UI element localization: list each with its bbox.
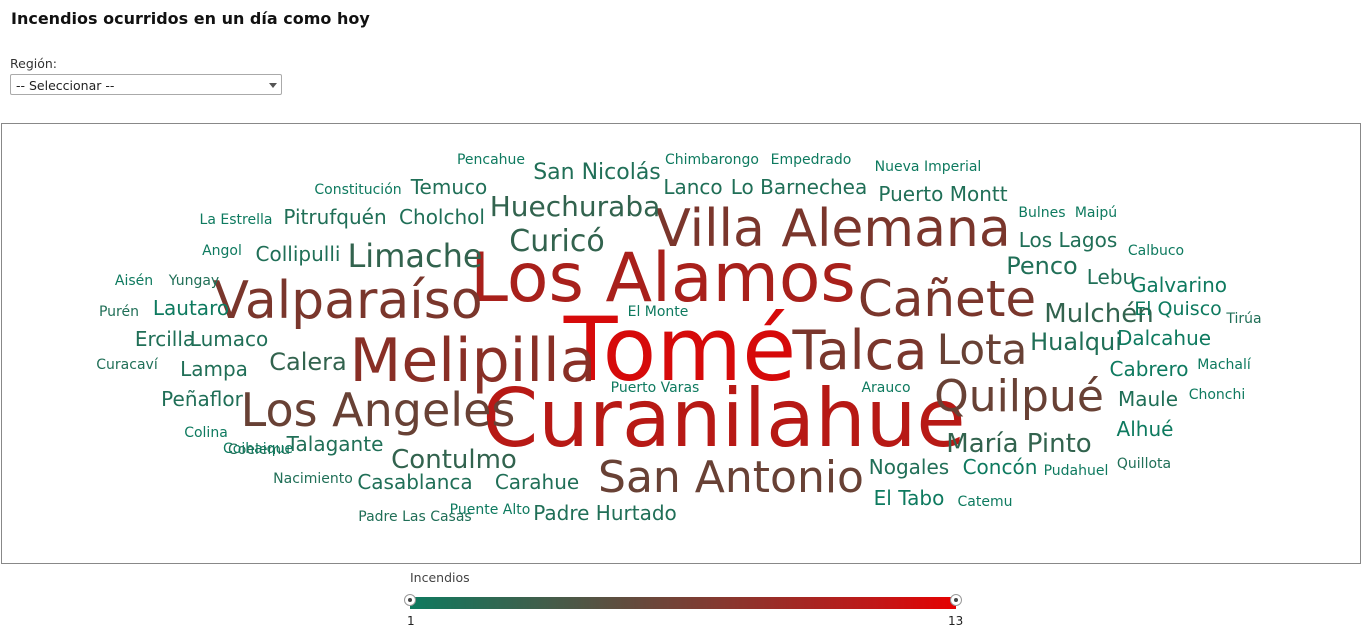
word-angol[interactable]: Angol	[202, 243, 242, 259]
legend-min-label: 1	[407, 614, 415, 628]
word-curicó[interactable]: Curicó	[509, 224, 604, 259]
word-lumaco[interactable]: Lumaco	[190, 327, 268, 351]
word-quillota[interactable]: Quillota	[1117, 456, 1171, 472]
chevron-down-icon	[269, 83, 277, 88]
word-puerto-varas[interactable]: Puerto Varas	[611, 380, 700, 396]
word-nacimiento[interactable]: Nacimiento	[273, 471, 353, 487]
word-constitución[interactable]: Constitución	[314, 182, 401, 198]
word-calera[interactable]: Calera	[269, 348, 346, 376]
word-maipú[interactable]: Maipú	[1075, 205, 1117, 221]
word-casablanca[interactable]: Casablanca	[357, 470, 472, 494]
word-colina[interactable]: Colina	[184, 425, 228, 441]
word-contulmo[interactable]: Contulmo	[391, 445, 517, 475]
word-lampa[interactable]: Lampa	[180, 357, 248, 381]
word-tomé[interactable]: Tomé	[563, 298, 797, 401]
word-los-angeles[interactable]: Los Angeles	[241, 383, 516, 437]
word-dalcahue[interactable]: Dalcahue	[1117, 326, 1211, 350]
word-peñaflor[interactable]: Peñaflor	[161, 387, 243, 411]
word-la-estrella[interactable]: La Estrella	[200, 212, 273, 228]
legend-color-bar	[410, 597, 956, 609]
word-villa-alemana[interactable]: Villa Alemana	[655, 199, 1011, 259]
word-chimbarongo[interactable]: Chimbarongo	[665, 152, 759, 168]
word-san-antonio[interactable]: San Antonio	[598, 452, 864, 503]
word-pencahue[interactable]: Pencahue	[457, 152, 525, 168]
word-aisén[interactable]: Aisén	[115, 273, 153, 289]
word-bulnes[interactable]: Bulnes	[1018, 205, 1065, 221]
word-galvarino[interactable]: Galvarino	[1131, 273, 1227, 297]
word-lo-barnechea[interactable]: Lo Barnechea	[731, 175, 867, 199]
legend-min-handle[interactable]	[404, 594, 416, 606]
word-cloud-panel: Tomé Curanilahue Los Alamos Villa Alemana Me…	[1, 123, 1361, 564]
word-pudahuel[interactable]: Pudahuel	[1044, 463, 1109, 479]
word-lebu[interactable]: Lebu	[1087, 265, 1135, 289]
word-concón[interactable]: Concón	[963, 455, 1038, 479]
word-padre-las-casas[interactable]: Padre Las Casas	[358, 509, 471, 525]
region-select-value: -- Seleccionar --	[16, 78, 115, 93]
region-select[interactable]: -- Seleccionar --	[10, 74, 282, 95]
word-valparaíso[interactable]: Valparaíso	[213, 271, 482, 331]
word-coelemu[interactable]: Coelemu	[228, 442, 290, 458]
word-alhué[interactable]: Alhué	[1117, 417, 1174, 441]
word-curanilahue[interactable]: Curanilahue	[482, 372, 965, 465]
word-lota[interactable]: Lota	[937, 325, 1028, 374]
word-purén[interactable]: Purén	[99, 304, 139, 320]
word-tirúa[interactable]: Tirúa	[1225, 311, 1261, 327]
word-el-monte[interactable]: El Monte	[628, 304, 689, 320]
word-quilpué[interactable]: Quilpué	[934, 371, 1104, 422]
word-pitrufquén[interactable]: Pitrufquén	[283, 205, 386, 229]
word-curacaví[interactable]: Curacaví	[96, 357, 159, 373]
word-san-nicolás[interactable]: San Nicolás	[533, 160, 661, 185]
word-melipilla[interactable]: Melipilla	[350, 326, 597, 396]
word-temuco[interactable]: Temuco	[410, 175, 488, 199]
word-talagante[interactable]: Talagante	[286, 432, 384, 456]
word-collipulli[interactable]: Collipulli	[256, 242, 341, 266]
word-el-quisco[interactable]: El Quisco	[1134, 298, 1222, 320]
word-los-lagos[interactable]: Los Lagos	[1019, 228, 1118, 252]
word-machalí[interactable]: Machalí	[1197, 357, 1252, 373]
page-title: Incendios ocurridos en un día como hoy	[11, 9, 370, 28]
word-hualqui[interactable]: Hualqui	[1030, 328, 1122, 356]
word-padre-hurtado[interactable]: Padre Hurtado	[533, 501, 677, 525]
word-catemu[interactable]: Catemu	[958, 494, 1013, 510]
word-maría-pinto[interactable]: María Pinto	[946, 429, 1091, 459]
word-mulchén[interactable]: Mulchén	[1044, 299, 1153, 329]
word-penco[interactable]: Penco	[1006, 252, 1077, 280]
word-maule[interactable]: Maule	[1118, 387, 1178, 411]
word-cabrero[interactable]: Cabrero	[1109, 357, 1188, 381]
word-puente-alto[interactable]: Puente Alto	[450, 502, 531, 518]
word-cholchol[interactable]: Cholchol	[399, 205, 485, 229]
word-empedrado[interactable]: Empedrado	[771, 152, 852, 168]
word-yungay[interactable]: Yungay	[168, 273, 219, 289]
word-cañete[interactable]: Cañete	[858, 270, 1036, 328]
word-huechuraba[interactable]: Huechuraba	[490, 190, 661, 223]
word-calbuco[interactable]: Calbuco	[1128, 243, 1184, 259]
word-ercilla[interactable]: Ercilla	[135, 327, 195, 351]
word-el-tabo[interactable]: El Tabo	[874, 486, 945, 510]
word-limache[interactable]: Limache	[347, 237, 482, 275]
legend-max-handle[interactable]	[950, 594, 962, 606]
word-nueva-imperial[interactable]: Nueva Imperial	[875, 159, 982, 175]
word-chonchi[interactable]: Chonchi	[1189, 387, 1246, 403]
word-talca[interactable]: Talca	[792, 319, 928, 382]
word-lanco[interactable]: Lanco	[663, 175, 722, 199]
region-label: Región:	[10, 56, 58, 71]
word-nogales[interactable]: Nogales	[869, 455, 949, 479]
legend-title: Incendios	[410, 570, 470, 585]
word-los-alamos[interactable]: Los Alamos	[470, 239, 856, 318]
word-puerto-montt[interactable]: Puerto Montt	[878, 182, 1007, 206]
word-coihaique[interactable]: Coihaique	[223, 441, 293, 457]
word-arauco[interactable]: Arauco	[861, 380, 910, 396]
legend-max-label: 13	[948, 614, 964, 628]
word-carahue[interactable]: Carahue	[495, 470, 579, 494]
word-lautaro[interactable]: Lautaro	[153, 296, 229, 320]
